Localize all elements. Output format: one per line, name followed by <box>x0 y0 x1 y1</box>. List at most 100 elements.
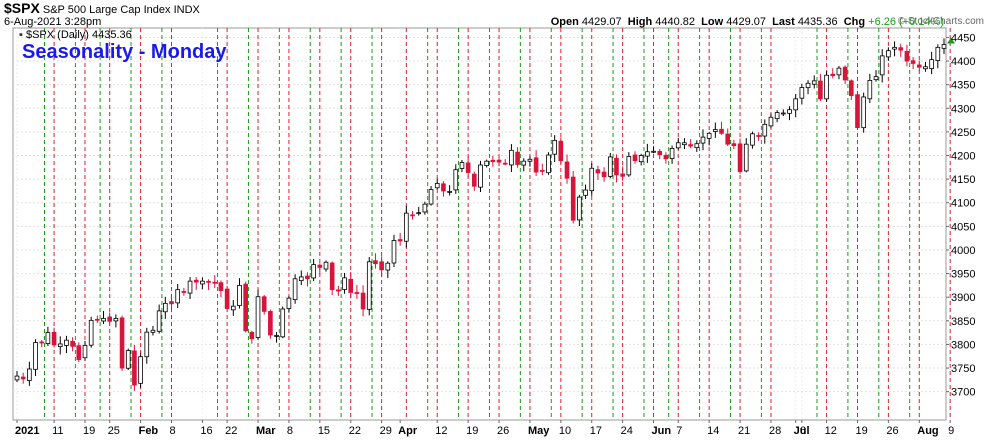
y-tick-label: 4000 <box>951 245 975 257</box>
x-tick-label: May <box>528 425 550 437</box>
x-tick-label: 8 <box>170 425 176 437</box>
y-tick-label: 4250 <box>951 127 975 139</box>
y-tick-label: 3800 <box>951 339 975 351</box>
y-tick-label: 4400 <box>951 56 975 68</box>
candle-body <box>614 157 619 176</box>
candle-body <box>478 164 483 188</box>
x-tick-label: 21 <box>738 425 750 437</box>
candle-body <box>768 116 774 127</box>
candle-body <box>879 55 885 76</box>
candle-body <box>243 283 248 332</box>
x-tick-label: Apr <box>398 425 418 437</box>
x-tick-label: 6 <box>800 425 806 437</box>
candle-body <box>286 297 292 309</box>
candle-body <box>818 80 823 100</box>
open-label: Open <box>550 16 579 28</box>
x-tick-label: 22 <box>225 425 237 437</box>
y-tick-label: 3900 <box>951 292 975 304</box>
candle-body <box>317 264 323 268</box>
candle-body <box>509 149 514 166</box>
x-tick-label: Jun <box>652 425 672 437</box>
candle-body <box>595 169 601 174</box>
candle-body <box>558 140 564 162</box>
candle-body <box>441 183 446 192</box>
candle-body <box>366 261 372 310</box>
candle-body <box>700 136 706 144</box>
candle-body <box>298 276 304 282</box>
candle-body <box>27 368 32 381</box>
candle-body <box>842 66 848 81</box>
x-tick-label: 17 <box>590 425 602 437</box>
candle-body <box>781 112 786 115</box>
candle-body <box>379 261 384 271</box>
candle-body <box>212 281 218 284</box>
candle-body <box>583 189 588 196</box>
y-tick-label: 3750 <box>951 363 975 375</box>
y-tick-label: 4350 <box>951 80 975 92</box>
y-tick-label: 4100 <box>951 198 975 210</box>
candle-body <box>533 157 539 173</box>
x-tick-label: 8 <box>287 425 293 437</box>
x-tick-label: Feb <box>139 425 159 437</box>
x-tick-label: 15 <box>318 425 330 437</box>
x-tick-label: 9 <box>948 425 954 437</box>
candle-body <box>224 288 230 309</box>
candle-body <box>354 292 360 294</box>
candle-body <box>385 262 391 271</box>
candle-body <box>447 191 452 193</box>
candle-body <box>601 171 607 178</box>
x-tick-label: 19 <box>466 425 478 437</box>
candle-body <box>107 316 113 322</box>
low-label: Low <box>701 16 724 28</box>
candle-body <box>719 128 724 134</box>
x-tick-label: 12 <box>435 425 447 437</box>
y-tick-label: 4200 <box>951 151 975 163</box>
last-label: Last <box>772 16 795 28</box>
candle-body <box>546 154 551 174</box>
candle-body <box>305 275 310 280</box>
candle-body <box>57 343 63 348</box>
candle-body <box>144 331 150 358</box>
candle-body <box>805 82 811 89</box>
candle-body <box>688 144 693 147</box>
watermark: © StockCharts.com <box>897 16 984 27</box>
candle-body <box>861 96 866 129</box>
candle-body <box>502 162 508 165</box>
candle-body <box>125 350 131 369</box>
candle-body <box>101 318 106 322</box>
candle-body <box>737 143 743 172</box>
candle-body <box>713 129 718 132</box>
candle-body <box>255 296 261 338</box>
candle-body <box>274 335 279 337</box>
candle-body <box>682 142 687 146</box>
chart-title: $SPX S&P 500 Large Cap Index INDX <box>4 0 200 17</box>
ticker-symbol: $SPX <box>4 0 40 16</box>
candle-body <box>416 212 422 215</box>
high-value: 4440.82 <box>655 16 696 28</box>
candle-body <box>119 317 125 369</box>
legend-label: $SPX (Daily) 4435.36 <box>25 29 132 41</box>
candle-body <box>342 277 347 290</box>
candle-body <box>651 150 656 153</box>
candle-body <box>515 151 520 165</box>
x-tick-label: Aug <box>917 425 938 437</box>
candle-body <box>200 280 205 285</box>
candle-body <box>45 332 51 344</box>
y-tick-label: 4300 <box>951 103 975 115</box>
last-value: 4435.36 <box>797 16 838 28</box>
candle-body <box>743 143 749 172</box>
candle-body <box>731 143 737 146</box>
ticker-name: S&P 500 Large Cap Index <box>42 4 171 16</box>
candle-body <box>311 264 316 279</box>
candle-body <box>404 212 409 242</box>
y-tick-label: 3700 <box>951 387 975 399</box>
candle-body <box>904 51 910 62</box>
candle-body <box>620 173 625 177</box>
candle-body <box>187 280 193 294</box>
candle-body <box>329 262 335 291</box>
x-tick-label: 26 <box>886 425 898 437</box>
candle-body <box>410 214 415 217</box>
x-tick-label: 28 <box>769 425 781 437</box>
x-tick-label: 7 <box>676 425 682 437</box>
